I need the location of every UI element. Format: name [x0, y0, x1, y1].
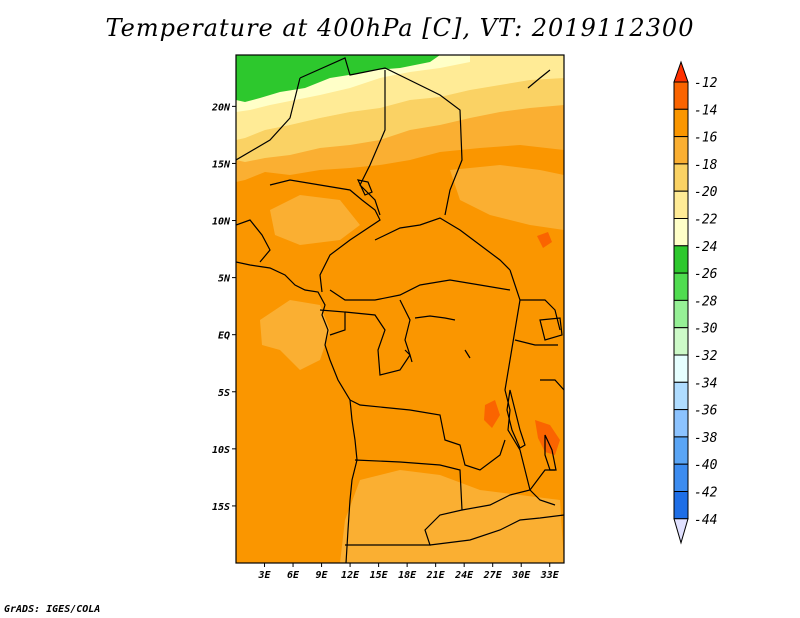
colorbar-label: -20 [694, 185, 718, 200]
colorbar-swatch [673, 136, 689, 165]
colorbar-swatch [673, 436, 689, 465]
lat-tick-label: 5N [218, 274, 231, 285]
colorbar-label: -24 [694, 240, 717, 255]
colorbar-swatch [673, 409, 689, 438]
border-north-1 [299, 57, 463, 216]
colorbar-label: -28 [694, 294, 718, 309]
lat-tick-label: 20N [211, 102, 231, 113]
border-west-2 [269, 179, 381, 293]
colorbar-swatch [673, 163, 689, 192]
colorbar-swatch [673, 218, 689, 247]
lake-chad [356, 179, 373, 196]
lon-tick-label: 3E [257, 570, 271, 581]
longitude-axis: 3E 6E 9E 12E 15E 18E 21E 24E 27E 30E 33E [257, 563, 560, 581]
coastline-west-africa [236, 261, 358, 563]
colorbar-label: -44 [694, 513, 717, 528]
border-west-1 [236, 219, 271, 263]
lon-tick-label: 21E [426, 570, 446, 581]
colorbar-label: -34 [694, 376, 717, 391]
colorbar-swatch [673, 327, 689, 356]
chart-title: Temperature at 400hPa [C], VT: 201911230… [105, 14, 695, 42]
field-minus-12-spot-lake [535, 420, 560, 455]
lake-malawi [544, 434, 557, 471]
field-minus-16-patch-east [450, 165, 564, 230]
field-minus-16-patch-west [260, 300, 330, 370]
red-sea-coast [527, 69, 551, 89]
lon-tick-label: 27E [483, 570, 503, 581]
lat-tick-label: 5S [218, 388, 230, 399]
border-north-3 [236, 77, 301, 161]
lake-tanganyika [506, 389, 526, 449]
lon-tick-label: 9E [316, 570, 329, 581]
field-minus-12-spot-east [537, 232, 552, 248]
latitude-axis: 20N 15N 10N 5N EQ 5S 10S 15S [211, 102, 236, 513]
colorbar-label: -36 [694, 404, 718, 419]
colorbar-label: -22 [694, 213, 718, 228]
lon-tick-label: 33E [540, 570, 560, 581]
colorbar-label: -38 [694, 431, 718, 446]
border-car [374, 217, 511, 271]
field-minus-12-spot-west [484, 400, 500, 428]
map-panel: 20N 15N 10N 5N EQ 5S 10S 15S 3E 6E 9E 12E 15E 18E 21E… [211, 54, 565, 581]
border-gabon [319, 309, 346, 336]
river-congo-3 [404, 349, 413, 363]
colorbar-label: -32 [694, 349, 718, 364]
temperature-field [236, 55, 564, 563]
colorbar-label: -42 [694, 486, 718, 501]
river-congo-2 [464, 349, 471, 359]
lon-tick-label: 15E [370, 570, 389, 581]
colorbar-bottom-arrow [673, 518, 689, 545]
colorbar-swatch [673, 245, 689, 274]
lon-tick-label: 24E [454, 570, 474, 581]
lon-tick-label: 12E [341, 570, 360, 581]
map-frame [235, 54, 565, 564]
colorbar-label: -30 [694, 322, 718, 337]
lake-victoria [539, 317, 563, 341]
colorbar-swatch [673, 381, 689, 411]
border-congo-basin [344, 299, 411, 376]
colorbar-swatch [673, 190, 689, 219]
border-north-2 [359, 70, 386, 216]
country-borders [236, 57, 564, 563]
lat-tick-label: 10N [212, 217, 231, 228]
colorbar-label: -26 [694, 267, 718, 282]
border-congo-north [329, 279, 511, 301]
border-zambia [461, 469, 555, 511]
colorbar-swatch [673, 108, 689, 138]
colorbar-label: -18 [694, 158, 718, 173]
field-minus-24-patch [236, 55, 440, 102]
colorbar: -12 -14 -16 -18 -20 -22 -24 -26 -28 -30 -32 -34 -36 -… [673, 60, 718, 545]
colorbar-swatch [673, 299, 689, 329]
colorbar-swatch [673, 81, 689, 110]
river-congo-1 [414, 315, 456, 321]
lat-tick-label: EQ [218, 331, 230, 342]
colorbar-label: -40 [694, 458, 718, 473]
border-drc-south [349, 399, 506, 471]
colorbar-swatch [673, 354, 689, 383]
border-east-1 [520, 299, 561, 331]
lon-tick-label: 18E [398, 570, 417, 581]
field-minus-16-patch-south [340, 470, 564, 563]
lon-tick-label: 6E [287, 570, 300, 581]
lat-tick-label: 10S [212, 445, 230, 456]
colorbar-swatch [673, 463, 689, 493]
colorbar-label: -14 [694, 103, 717, 118]
colorbar-swatch [673, 272, 689, 301]
border-south-1 [429, 514, 564, 546]
colorbar-label: -16 [694, 131, 718, 146]
colorbar-top-arrow [673, 60, 689, 83]
grads-credit: GrADS: IGES/COLA [4, 604, 101, 615]
border-east-2 [514, 339, 558, 346]
lat-tick-label: 15S [212, 502, 230, 513]
border-east-3 [540, 379, 564, 391]
colorbar-swatch [673, 491, 689, 520]
lat-tick-label: 15N [212, 159, 231, 170]
colorbar-label: -12 [694, 76, 718, 91]
field-minus-16-patch-center [270, 195, 360, 245]
lon-tick-label: 30E [511, 570, 531, 581]
